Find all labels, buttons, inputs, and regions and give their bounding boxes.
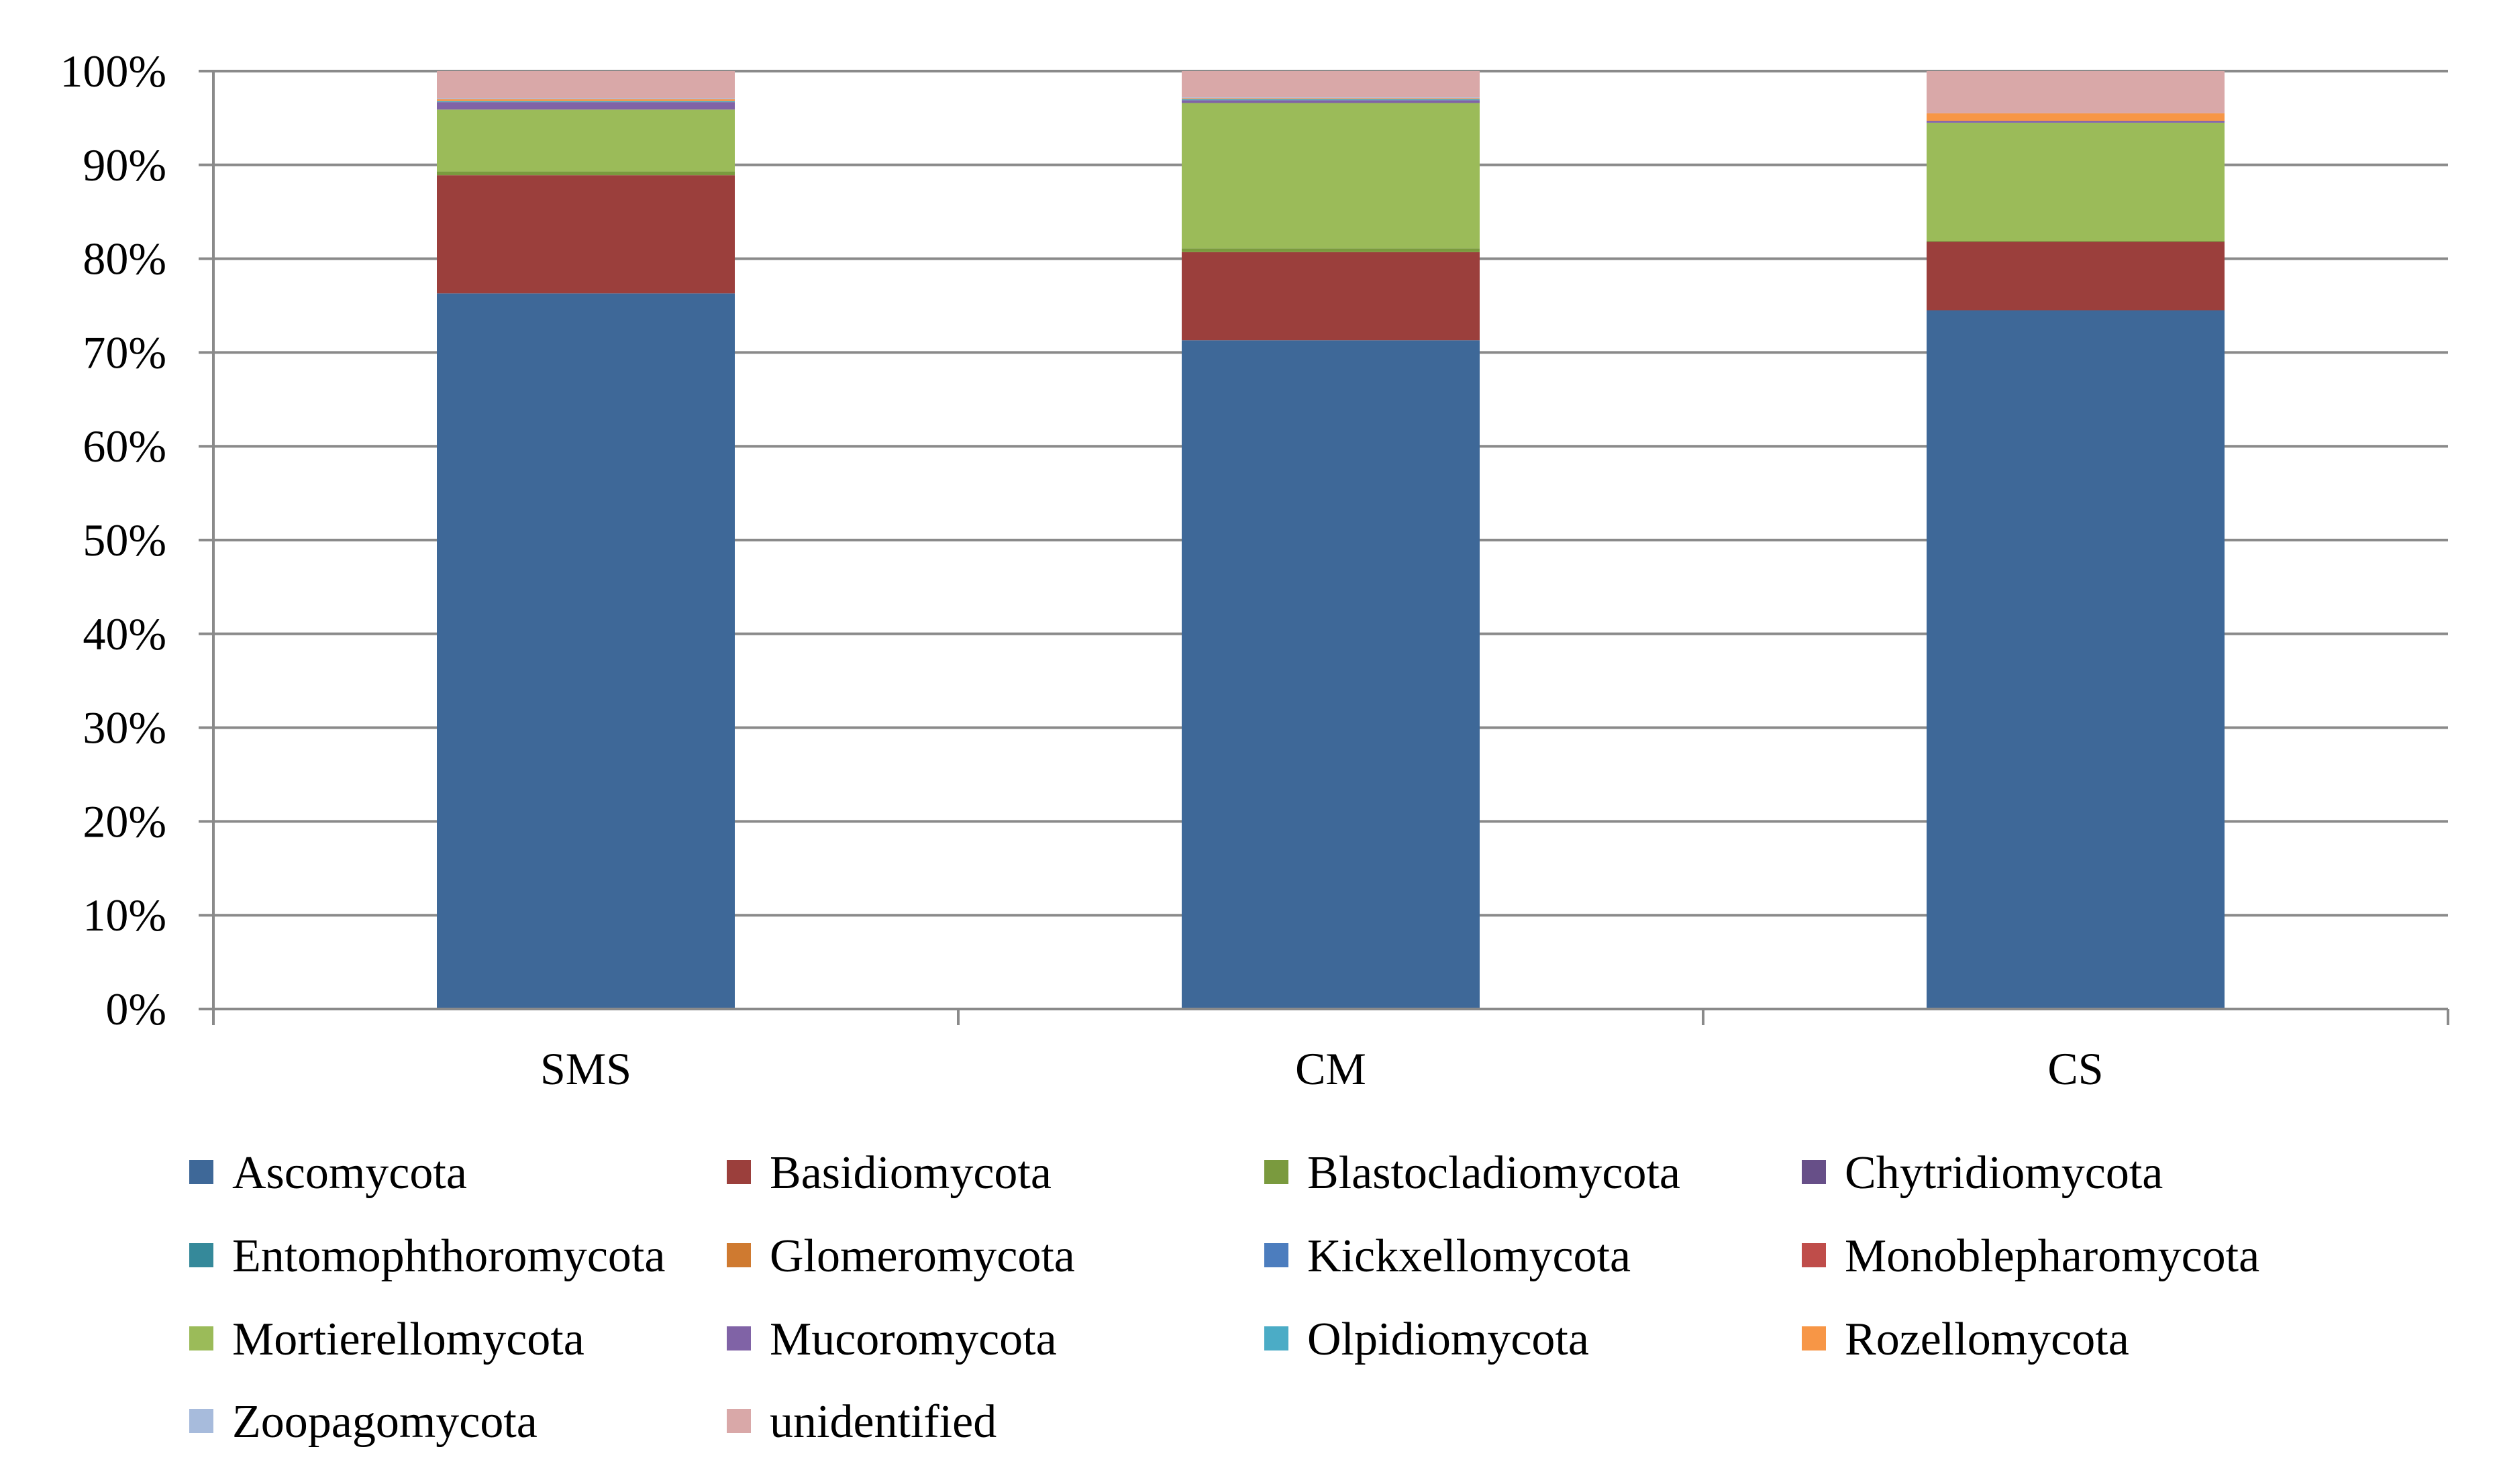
legend-swatch xyxy=(727,1243,751,1267)
bar-stacks xyxy=(437,71,2225,1010)
x-category-label: SMS xyxy=(540,1043,631,1094)
bar-segment xyxy=(1182,103,1480,249)
legend-swatch xyxy=(189,1326,213,1350)
bar-segment xyxy=(437,171,735,176)
legend-swatch xyxy=(189,1160,213,1184)
legend-swatch xyxy=(727,1409,751,1433)
legend-label: Ascomycota xyxy=(232,1147,467,1199)
bar-segment xyxy=(1927,121,2225,123)
legend-swatch xyxy=(727,1326,751,1350)
legend-swatch xyxy=(1264,1243,1288,1267)
bar-segment xyxy=(437,71,735,99)
bar-segment xyxy=(1182,340,1480,1009)
legend-swatch xyxy=(189,1243,213,1267)
y-tick-label: 100% xyxy=(60,46,166,97)
legend-label: Basidiomycota xyxy=(770,1147,1052,1199)
bar-segment xyxy=(1927,241,2225,242)
legend-label: Rozellomycota xyxy=(1845,1314,2129,1365)
legend-label: Glomeromycota xyxy=(770,1230,1075,1282)
y-tick-label: 60% xyxy=(83,421,166,472)
bar-segment xyxy=(437,109,735,172)
y-tick-label: 70% xyxy=(83,327,166,378)
legend: Ascomycota Basidiomycota Blastocladiomycot… xyxy=(189,1147,2259,1448)
bar-segment xyxy=(1182,97,1480,99)
bar-segment xyxy=(437,99,735,101)
bar-segment xyxy=(437,101,735,103)
legend-label: unidentified xyxy=(770,1396,997,1448)
bar-segment xyxy=(437,102,735,110)
x-category-label: CM xyxy=(1295,1043,1366,1094)
legend-swatch xyxy=(727,1160,751,1184)
legend-label: Mortierellomycota xyxy=(232,1314,584,1365)
legend-label: Blastocladiomycota xyxy=(1307,1147,1680,1199)
y-tick-label: 40% xyxy=(83,608,166,659)
bar-segment xyxy=(1927,242,2225,311)
legend-swatch xyxy=(1802,1243,1826,1267)
legend-label: Olpidiomycota xyxy=(1307,1314,1589,1365)
bar-segment xyxy=(1927,113,2225,121)
legend-swatch xyxy=(1802,1160,1826,1184)
bar-segment xyxy=(1927,122,2225,242)
bar-segment xyxy=(1182,248,1480,252)
bar-segment xyxy=(1182,71,1480,98)
legend-label: Mucoromycota xyxy=(770,1314,1057,1365)
legend-swatch xyxy=(1802,1326,1826,1350)
y-tick-label: 80% xyxy=(83,233,166,284)
y-tick-label: 50% xyxy=(83,515,166,566)
y-tick-label: 0% xyxy=(105,984,166,1035)
x-category-labels: SMS CM CS xyxy=(540,1043,2104,1094)
x-category-label: CS xyxy=(2047,1043,2103,1094)
axes xyxy=(199,70,2449,1025)
y-tick-label: 20% xyxy=(83,796,166,847)
bar-segment xyxy=(1927,71,2225,113)
legend-label: Kickxellomycota xyxy=(1307,1230,1631,1282)
legend-label: Chytridiomycota xyxy=(1845,1147,2163,1199)
bar-segment xyxy=(437,175,735,294)
legend-label: Zoopagomycota xyxy=(232,1396,538,1448)
legend-label: Entomophthoromycota xyxy=(232,1230,665,1282)
bar-segment xyxy=(1182,252,1480,341)
bar-segment xyxy=(1182,99,1480,101)
legend-swatch xyxy=(1264,1160,1288,1184)
legend-swatch xyxy=(189,1409,213,1433)
bar-segment xyxy=(437,293,735,1010)
bar-segment xyxy=(1927,310,2225,1009)
bar-segment xyxy=(1182,100,1480,103)
y-tick-labels: 0% 10% 20% 30% 40% 50% 60% 70% 80% 90% 100% xyxy=(60,46,166,1035)
y-tick-label: 10% xyxy=(83,890,166,941)
legend-label: Monoblepharomycota xyxy=(1845,1230,2259,1282)
legend-swatch xyxy=(1264,1326,1288,1350)
y-tick-label: 30% xyxy=(83,702,166,753)
y-tick-label: 90% xyxy=(83,140,166,191)
